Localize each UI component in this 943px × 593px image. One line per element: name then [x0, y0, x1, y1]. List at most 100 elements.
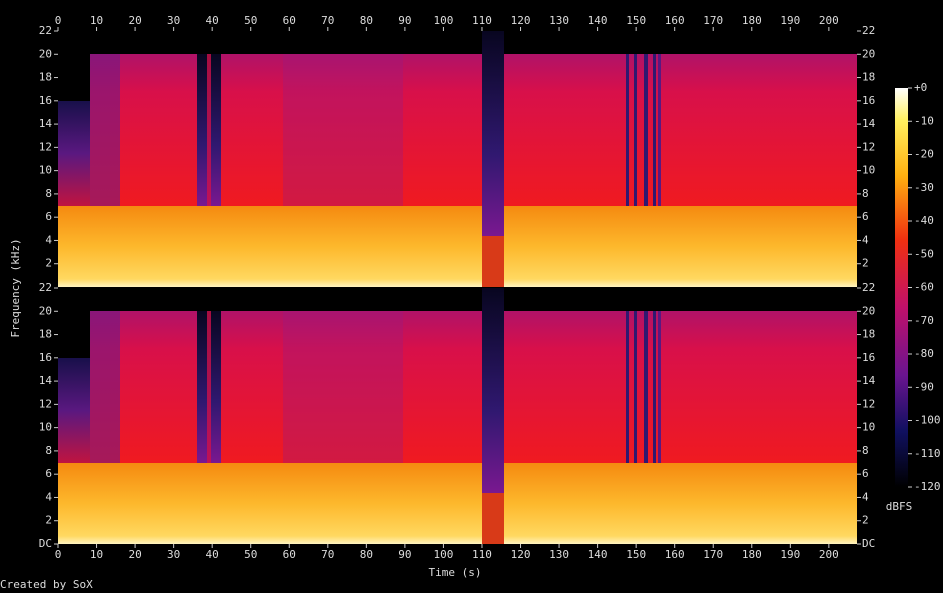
- y-tick-label: 16: [39, 94, 52, 107]
- y-tick-label: 20: [862, 304, 875, 317]
- colorbar-tick-label: -60: [914, 281, 934, 294]
- y-tick-label: 10: [39, 164, 52, 177]
- y-tick-label: 18: [862, 71, 875, 84]
- colorbar-tick-label: +0: [914, 81, 927, 94]
- x-tick-label: 80: [360, 548, 373, 561]
- y-tick-label: DC: [862, 537, 875, 550]
- y-tick-label: 4: [45, 233, 52, 246]
- x-tick-label: 140: [588, 548, 608, 561]
- y-tick-label: 14: [39, 117, 53, 130]
- x-tick-label: 140: [588, 14, 608, 27]
- x-tick-label: 40: [206, 14, 219, 27]
- spectrogram-channel: [58, 288, 857, 544]
- y-tick-label: 2: [45, 257, 52, 270]
- y-tick-label: 6: [862, 467, 869, 480]
- spectrogram-channel: [58, 31, 857, 287]
- colorbar-tick-label: -50: [914, 247, 934, 260]
- x-tick-label: 200: [819, 548, 839, 561]
- y-tick-label: 2: [45, 514, 52, 527]
- x-tick-label: 0: [55, 14, 62, 27]
- y-tick-label: 6: [45, 210, 52, 223]
- y-tick-label: DC: [39, 537, 52, 550]
- x-tick-label: 170: [703, 548, 723, 561]
- y-tick-label: 10: [862, 421, 875, 434]
- x-tick-label: 90: [398, 14, 411, 27]
- x-tick-label: 80: [360, 14, 373, 27]
- x-tick-label: 130: [549, 548, 569, 561]
- y-tick-label: 16: [39, 351, 52, 364]
- colorbar-tick-label: -20: [914, 148, 934, 161]
- y-tick-label: 8: [45, 187, 52, 200]
- y-tick-label: 22: [39, 24, 52, 37]
- colorbar-tick-label: -120: [914, 480, 941, 493]
- x-tick-label: 30: [167, 14, 180, 27]
- x-tick-label: 50: [244, 14, 257, 27]
- colorbar-tick-label: -10: [914, 114, 934, 127]
- y-tick-label: 12: [862, 397, 875, 410]
- x-tick-label: 160: [665, 14, 685, 27]
- x-tick-label: 190: [780, 548, 800, 561]
- x-tick-label: 200: [819, 14, 839, 27]
- y-tick-label: 12: [39, 397, 52, 410]
- footer: Created by SoX: [0, 578, 93, 591]
- y-tick-label: 16: [862, 351, 875, 364]
- y-tick-label: 16: [862, 94, 875, 107]
- y-tick-label: 18: [39, 71, 52, 84]
- y-tick-label: 20: [39, 304, 52, 317]
- x-tick-label: 170: [703, 14, 723, 27]
- x-axis-label: Time (s): [429, 566, 482, 579]
- x-tick-label: 110: [472, 14, 492, 27]
- x-tick-label: 60: [283, 14, 296, 27]
- colorbar-tick-label: -110: [914, 447, 941, 460]
- y-tick-label: 18: [862, 328, 875, 341]
- y-tick-label: 10: [862, 164, 875, 177]
- x-tick-label: 10: [90, 548, 103, 561]
- colorbar-tick-label: -100: [914, 414, 941, 427]
- x-tick-label: 90: [398, 548, 411, 561]
- y-tick-label: 14: [862, 117, 876, 130]
- x-tick-label: 70: [321, 548, 334, 561]
- x-tick-label: 100: [433, 14, 453, 27]
- y-tick-label: 22: [862, 24, 875, 37]
- x-tick-label: 10: [90, 14, 103, 27]
- y-tick-label: 4: [45, 490, 52, 503]
- y-tick-label: 18: [39, 328, 52, 341]
- y-tick-label: 8: [862, 444, 869, 457]
- x-tick-label: 130: [549, 14, 569, 27]
- y-tick-label: 8: [862, 187, 869, 200]
- x-tick-label: 40: [206, 548, 219, 561]
- x-tick-label: 160: [665, 548, 685, 561]
- x-tick-label: 20: [128, 14, 141, 27]
- x-tick-label: 120: [511, 14, 531, 27]
- y-tick-label: 22: [862, 281, 875, 294]
- colorbar-tick-label: -30: [914, 181, 934, 194]
- y-tick-label: 22: [39, 281, 52, 294]
- colorbar-tick-label: -90: [914, 380, 934, 393]
- y-tick-label: 14: [39, 374, 53, 387]
- y-tick-label: 20: [39, 47, 52, 60]
- x-tick-label: 20: [128, 548, 141, 561]
- x-tick-label: 180: [742, 548, 762, 561]
- colorbar-tick-label: -40: [914, 214, 934, 227]
- x-tick-label: 150: [626, 14, 646, 27]
- y-axis-label: Frequency (kHz): [9, 238, 22, 337]
- y-tick-label: 2: [862, 514, 869, 527]
- y-tick-label: 12: [39, 140, 52, 153]
- x-tick-label: 30: [167, 548, 180, 561]
- y-tick-label: 20: [862, 47, 875, 60]
- x-tick-label: 60: [283, 548, 296, 561]
- x-tick-label: 190: [780, 14, 800, 27]
- y-tick-label: 12: [862, 140, 875, 153]
- x-tick-label: 100: [433, 548, 453, 561]
- x-tick-label: 180: [742, 14, 762, 27]
- y-tick-label: 4: [862, 233, 869, 246]
- y-tick-label: 8: [45, 444, 52, 457]
- colorbar: [895, 88, 908, 487]
- x-tick-label: 50: [244, 548, 257, 561]
- colorbar-tick-label: -80: [914, 347, 934, 360]
- y-tick-label: 2: [862, 257, 869, 270]
- colorbar-tick-label: -70: [914, 314, 934, 327]
- x-tick-label: 0: [55, 548, 62, 561]
- y-tick-label: 14: [862, 374, 876, 387]
